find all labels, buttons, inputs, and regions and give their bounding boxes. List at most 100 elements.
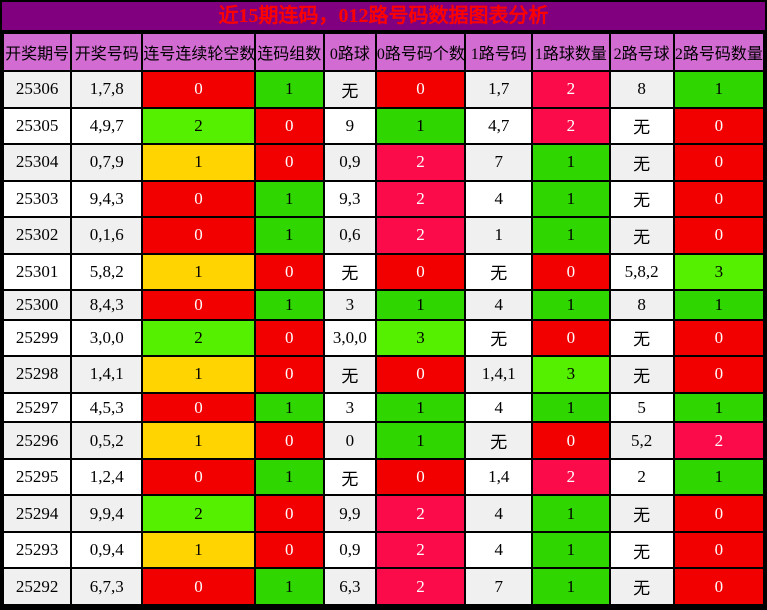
- table-cell: 4,7: [464, 106, 534, 145]
- table-cell: 无: [608, 567, 675, 606]
- table-row: 25306 1,7,8 0 1 无 0 1,7 2 8 1: [1, 70, 766, 109]
- table-cell: 25298: [1, 355, 73, 394]
- table-cell: 1,4,1: [464, 355, 534, 394]
- table-row: 25302 0,1,6 0 1 0,6 2 1 1 无 0: [1, 216, 766, 255]
- table-cell: 2: [141, 106, 256, 145]
- table-cell: 2: [374, 179, 467, 218]
- header-row: 开奖期号 开奖号码 连号连续轮空数 连码组数 0路球 0路号码个数 1路号码 1路球数量 2路号…: [1, 32, 766, 72]
- table-cell: 0: [374, 355, 467, 394]
- table-cell: 25295: [1, 457, 73, 497]
- table-cell: 1: [464, 216, 534, 255]
- table-cell: 无: [608, 179, 675, 218]
- table-cell: 2: [672, 421, 766, 460]
- table-cell: 1,4,1: [70, 355, 144, 394]
- column-header: 2路号球: [608, 32, 675, 72]
- table-cell: 9: [322, 106, 377, 145]
- table-cell: 0: [672, 179, 766, 218]
- table-cell: 3: [322, 289, 377, 321]
- page-title: 近15期连码，012路号码数据图表分析: [2, 2, 765, 30]
- table-cell: 25303: [1, 179, 73, 218]
- table-cell: 25297: [1, 391, 73, 424]
- table-cell: 0: [141, 179, 256, 218]
- table-cell: 2: [374, 494, 467, 533]
- table-row: 25303 9,4,3 0 1 9,3 2 4 1 无 0: [1, 179, 766, 218]
- data-table: 开奖期号 开奖号码 连号连续轮空数 连码组数 0路球 0路号码个数 1路号码 1路球数量 2路号…: [1, 32, 766, 606]
- table-cell: 0: [141, 567, 256, 606]
- column-header: 连号连续轮空数: [141, 32, 256, 72]
- table-cell: 1,7: [464, 70, 534, 109]
- table-cell: 无: [322, 70, 377, 109]
- table-cell: 无: [608, 494, 675, 533]
- table-cell: 0: [141, 391, 256, 424]
- table-cell: 2: [374, 143, 467, 182]
- table-cell: 25305: [1, 106, 73, 145]
- table-cell: 25296: [1, 421, 73, 460]
- table-row: 25297 4,5,3 0 1 3 1 4 1 5 1: [1, 391, 766, 424]
- table-cell: 0,6: [322, 216, 377, 255]
- table-body: 25306 1,7,8 0 1 无 0 1,7 2 8 1 25305 4,9,7 2 0 9 1 4,7 2 无 0…: [1, 70, 766, 606]
- table-cell: 无: [608, 530, 675, 570]
- table-cell: 1: [531, 143, 611, 182]
- table-cell: 0: [253, 355, 325, 394]
- table-cell: 7: [464, 143, 534, 182]
- table-cell: 无: [608, 216, 675, 255]
- table-row: 25301 5,8,2 1 0 无 0 无 0 5,8,2 3: [1, 252, 766, 291]
- table-cell: 8: [608, 289, 675, 321]
- table-cell: 25300: [1, 289, 73, 321]
- table-cell: 3,0,0: [70, 318, 144, 358]
- table-cell: 1,4: [464, 457, 534, 497]
- table-cell: 2: [374, 530, 467, 570]
- table-cell: 5: [608, 391, 675, 424]
- table-row: 25299 3,0,0 2 0 3,0,0 3 无 0 无 0: [1, 318, 766, 358]
- table-cell: 0: [672, 355, 766, 394]
- table-cell: 0: [672, 106, 766, 145]
- table-header: 开奖期号 开奖号码 连号连续轮空数 连码组数 0路球 0路号码个数 1路号码 1路球数量 2路号…: [1, 32, 766, 72]
- column-header: 0路球: [322, 32, 377, 72]
- table-cell: 无: [608, 355, 675, 394]
- table-cell: 无: [322, 355, 377, 394]
- table-cell: 无: [608, 318, 675, 358]
- table-cell: 2: [608, 457, 675, 497]
- table-cell: 0: [374, 70, 467, 109]
- table-cell: 25294: [1, 494, 73, 533]
- table-cell: 3: [322, 391, 377, 424]
- table-cell: 25293: [1, 530, 73, 570]
- table-cell: 1: [672, 391, 766, 424]
- table-cell: 0,7,9: [70, 143, 144, 182]
- table-cell: 0: [141, 216, 256, 255]
- table-row: 25294 9,9,4 2 0 9,9 2 4 1 无 0: [1, 494, 766, 533]
- table-cell: 2: [531, 457, 611, 497]
- table-cell: 4: [464, 289, 534, 321]
- table-cell: 2: [141, 494, 256, 533]
- table-cell: 1: [531, 494, 611, 533]
- table-cell: 1: [253, 70, 325, 109]
- table-cell: 1: [531, 216, 611, 255]
- table-cell: 0: [374, 252, 467, 291]
- table-cell: 1: [672, 70, 766, 109]
- table-cell: 3: [672, 252, 766, 291]
- column-header: 2路号码数量: [672, 32, 766, 72]
- column-header: 1路球数量: [531, 32, 611, 72]
- table-cell: 25292: [1, 567, 73, 606]
- column-header: 连码组数: [253, 32, 325, 72]
- table-cell: 1: [531, 567, 611, 606]
- table-cell: 0: [672, 567, 766, 606]
- table-cell: 5,8,2: [608, 252, 675, 291]
- table-cell: 无: [322, 457, 377, 497]
- table-cell: 4: [464, 530, 534, 570]
- table-cell: 2: [374, 216, 467, 255]
- table-cell: 7: [464, 567, 534, 606]
- table-cell: 0: [141, 457, 256, 497]
- table-cell: 1: [374, 421, 467, 460]
- table-cell: 1: [253, 216, 325, 255]
- table-cell: 无: [608, 143, 675, 182]
- table-cell: 0: [672, 216, 766, 255]
- table-cell: 0: [672, 530, 766, 570]
- table-cell: 0,9: [322, 143, 377, 182]
- table-cell: 1: [374, 289, 467, 321]
- table-cell: 1,2,4: [70, 457, 144, 497]
- table-cell: 0,9,4: [70, 530, 144, 570]
- table-cell: 25306: [1, 70, 73, 109]
- table-cell: 6,7,3: [70, 567, 144, 606]
